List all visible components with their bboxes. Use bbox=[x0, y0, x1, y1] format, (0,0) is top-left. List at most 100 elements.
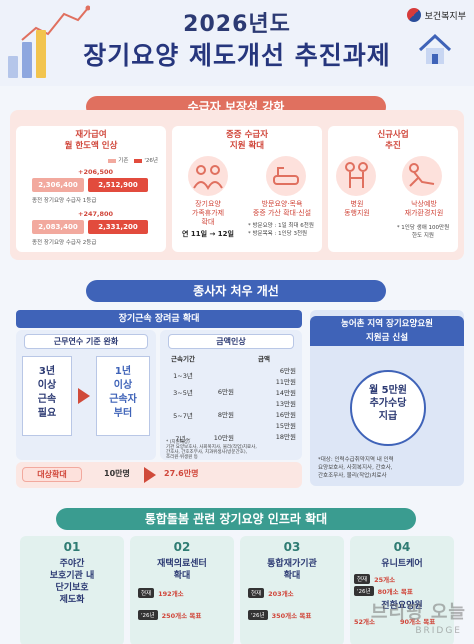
target-tag: '26년 bbox=[354, 586, 374, 596]
grade1-caption: 종전 장기요양 수급자 1등급 bbox=[32, 198, 97, 204]
page-title: 장기요양 제도개선 추진과제 bbox=[83, 41, 391, 70]
new-amount-5: 16만원 bbox=[275, 411, 296, 419]
panel-target: 대상확대 10만명 27.6만명 bbox=[16, 462, 302, 488]
infra-label: 통합재가기관 확대 bbox=[267, 559, 317, 581]
section-banner-workers: 종사자 처우 개선 bbox=[86, 280, 386, 302]
new-amount-3: 14만원 bbox=[275, 389, 296, 397]
infra-item-1: 01 주야간 보호기관 내 단기보호 제도화 bbox=[20, 536, 124, 644]
card-title: 신규사업 추진 bbox=[377, 130, 409, 151]
old-requirement: 3년 이상 근속 필요 bbox=[22, 356, 72, 436]
requirement-subtitle: 근무연수 기준 완화 bbox=[24, 334, 148, 349]
legend-new: '26년 bbox=[144, 158, 158, 164]
bar-decoration bbox=[6, 18, 66, 78]
card-severe-support: 중증 수급자 지원 확대 장기요양 가족휴가제 확대 연 11일 → 12일 방… bbox=[172, 126, 322, 252]
infra-num: 02 bbox=[173, 540, 191, 554]
period-2: 3~5년 bbox=[173, 389, 193, 397]
title-year: 2026년도 bbox=[183, 12, 291, 37]
family-leave-caption: 장기요양 가족휴가제 확대 bbox=[191, 200, 225, 226]
section-workers: 장기근속 장려금 확대 근무연수 기준 완화 3년 이상 근속 필요 1년 이상… bbox=[10, 304, 464, 494]
infra-sublabel: 전환요양원 bbox=[381, 601, 423, 611]
infra-label: 주야간 보호기관 내 단기보호 제도화 bbox=[49, 559, 95, 605]
chart-legend: 기존 '26년 bbox=[108, 156, 158, 164]
infra-now2: 52개소 bbox=[354, 616, 375, 626]
amount-header: 금액 bbox=[258, 355, 270, 363]
grade1-new-bar: 2,512,900 bbox=[88, 178, 148, 192]
now-value: 25개소 bbox=[374, 576, 396, 584]
infra-now: 현재 25개소 bbox=[354, 574, 395, 584]
grade2-old-bar: 2,083,400 bbox=[32, 220, 84, 234]
watermark-en: BRIDGE bbox=[415, 626, 462, 636]
target-tag: '26년 bbox=[138, 610, 158, 620]
rural-note: *대상: 인력수급취약지역 내 인력 요양보호사, 사회복지사, 간호사, 간호… bbox=[318, 457, 394, 479]
period-1: 1~3년 bbox=[173, 372, 193, 380]
amount-subtitle: 금액인상 bbox=[168, 334, 294, 349]
new-amount-1: 6만원 bbox=[279, 367, 296, 375]
amount-footnote: * (지원대상) 기관 요양보호사, 사회복지사, 물리(작업)치료사, 간호사… bbox=[166, 440, 257, 460]
now2-value: 52개소 bbox=[354, 618, 376, 626]
period-list: 1~3년 3~5년 5~7년 7년~ bbox=[164, 368, 202, 448]
infra-item-4: 04 유니트케어 현재 25개소 '26년 80개소 목표 전환요양원 52개소 9… bbox=[350, 536, 454, 644]
watermark: 브리핑 오늘 bbox=[370, 602, 466, 623]
new-amount-list: 6만원 11만원 14만원 13만원 16만원 15만원 18만원 bbox=[256, 366, 296, 443]
hospital-escort-icon bbox=[336, 156, 376, 196]
family-icon bbox=[188, 156, 228, 196]
infra-num: 01 bbox=[63, 540, 81, 554]
target-value: 250개소 목표 bbox=[161, 612, 202, 620]
card-monthly-limit: 재가급여 월 한도액 인상 기존 '26년 +206,500 2,306,400… bbox=[16, 126, 166, 252]
now-value: 203개소 bbox=[268, 590, 294, 598]
new-requirement: 1년 이상 근속자 부터 bbox=[96, 356, 150, 436]
panel-amount: 금액인상 근속기간 1~3년 3~5년 5~7년 7년~ 금액 6만원 8만원 … bbox=[160, 330, 302, 460]
section-beneficiary: 재가급여 월 한도액 인상 기존 '26년 +206,500 2,306,400… bbox=[10, 110, 464, 260]
legend-old: 기존 bbox=[118, 158, 129, 164]
home-care-notes: * 방문요양 : 1일 최대 6천원 * 방문목욕 : 1인당 3천원 bbox=[248, 223, 314, 237]
infra-item-2: 02 재택의료센터 확대 현재 192개소 '26년 250개소 목표 bbox=[130, 536, 234, 644]
infra-label: 유니트케어 bbox=[381, 559, 423, 569]
grade2-increase: +247,800 bbox=[78, 210, 114, 218]
infra-num: 04 bbox=[393, 540, 411, 554]
section-banner-infrastructure: 통합돌봄 관련 장기요양 인프라 확대 bbox=[56, 508, 416, 530]
taegeuk-icon bbox=[406, 8, 421, 22]
period-3: 5~7년 bbox=[173, 412, 193, 420]
home-care-caption: 방문요양·목욕 중증 가산 확대·신설 bbox=[252, 200, 312, 217]
infra-target: '26년 250개소 목표 bbox=[138, 610, 201, 620]
grade1-old-bar: 2,306,400 bbox=[32, 178, 84, 192]
target-new: 27.6만명 bbox=[164, 469, 199, 478]
now-value: 192개소 bbox=[158, 590, 184, 598]
section-infrastructure: 01 주야간 보호기관 내 단기보호 제도화 02 재택의료센터 확대 현재 19… bbox=[10, 524, 464, 644]
new-amount-7: 18만원 bbox=[275, 433, 296, 441]
infra-target2: 90개소 목표 bbox=[400, 616, 435, 626]
old-amount-list: 6만원 8만원 10만원 bbox=[204, 384, 234, 447]
new-amount-6: 15만원 bbox=[275, 422, 296, 430]
grade2-new-bar: 2,331,200 bbox=[88, 220, 148, 234]
infra-num: 03 bbox=[283, 540, 301, 554]
old-amount-4: 10만원 bbox=[213, 434, 234, 442]
trend-line-decoration bbox=[20, 4, 91, 44]
arrow-right-icon bbox=[144, 467, 156, 483]
house-icon bbox=[418, 33, 452, 64]
old-amount-3: 8만원 bbox=[217, 411, 234, 419]
new-amount-2: 11만원 bbox=[275, 378, 296, 386]
target-value: 350개소 목표 bbox=[271, 612, 312, 620]
card-title: 중증 수급자 지원 확대 bbox=[225, 130, 269, 151]
panel-requirement: 근무연수 기준 완화 3년 이상 근속 필요 1년 이상 근속자 부터 bbox=[16, 330, 156, 460]
infra-label: 재택의료센터 확대 bbox=[157, 559, 207, 581]
now-tag: 현재 bbox=[354, 574, 371, 584]
fall-prevention-caption: 낙상예방 재가환경지원 bbox=[404, 200, 444, 217]
now-tag: 현재 bbox=[138, 588, 155, 598]
rural-amount: 월 5만원 추가수당 지급 bbox=[350, 370, 426, 446]
infra-item-3: 03 통합재가기관 확대 현재 203개소 '26년 350개소 목표 bbox=[240, 536, 344, 644]
header: 보건복지부 2026년도 장기요양 제도개선 추진과제 bbox=[0, 0, 474, 86]
allowance-title: 장기근속 장려금 확대 bbox=[16, 310, 302, 328]
grade1-increase: +206,500 bbox=[78, 168, 114, 176]
grade1-bars: 2,306,400 2,512,900 bbox=[32, 178, 148, 192]
card-new-projects: 신규사업 추진 병원 동행지원 낙상예방 재가환경지원 * 1인당 생애 100… bbox=[328, 126, 458, 252]
infra-target: '26년 350개소 목표 bbox=[248, 610, 311, 620]
hospital-escort-caption: 병원 동행지원 bbox=[344, 200, 370, 217]
arrow-right-icon bbox=[78, 388, 90, 404]
fall-prevention-icon bbox=[402, 156, 442, 196]
grade2-caption: 종전 장기요양 수급자 2등급 bbox=[32, 240, 97, 246]
infra-now: 현재 192개소 bbox=[138, 588, 184, 598]
new-amount-4: 13만원 bbox=[275, 400, 296, 408]
ministry-name: 보건복지부 bbox=[424, 11, 466, 22]
